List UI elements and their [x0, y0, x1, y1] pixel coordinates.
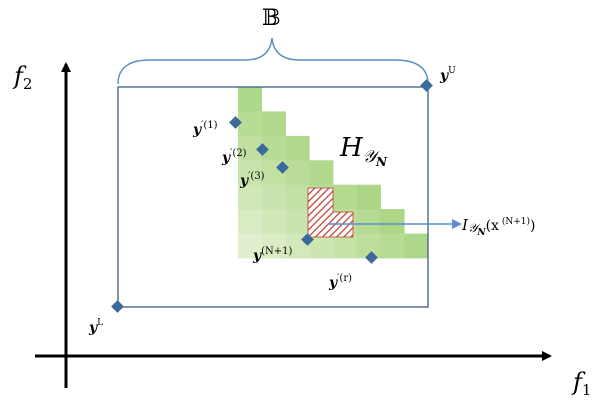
marker-p1 — [229, 116, 242, 129]
bounding-box — [117, 86, 429, 308]
improvement-label: I𝒴N(x (N+1)) — [461, 216, 535, 238]
region-cell — [309, 160, 334, 186]
label-upper: yU — [439, 66, 456, 84]
label-p3: y′(3) — [239, 171, 265, 189]
marker-upper — [420, 79, 433, 92]
marker-pr — [365, 251, 378, 264]
region-cell — [261, 111, 286, 137]
region-cell — [261, 233, 286, 259]
brace — [117, 37, 429, 85]
region-cell — [238, 111, 263, 137]
y-axis-label: f2 — [12, 62, 32, 93]
point-markers — [111, 79, 433, 313]
region-cell — [309, 233, 334, 259]
region-cell — [333, 233, 358, 259]
marker-pn1 — [301, 233, 314, 246]
region-cell — [356, 209, 381, 234]
region-cell — [285, 209, 310, 234]
region-cell — [238, 184, 263, 210]
x-axis-label: f1 — [571, 368, 591, 399]
region-cell — [285, 135, 310, 161]
marker-p3 — [276, 161, 289, 174]
region-cell — [356, 184, 381, 210]
label-pn1: y(N+1) — [252, 246, 293, 264]
label-pr: y′(r) — [328, 273, 352, 291]
region-cell — [238, 233, 263, 259]
region-cell — [333, 184, 358, 210]
marker-lower — [111, 300, 124, 313]
label-p1: y′(1) — [192, 120, 218, 138]
brace-label: 𝔹 — [262, 6, 281, 31]
label-p2: y′(2) — [221, 148, 247, 166]
region-cell — [285, 184, 310, 210]
region-cell — [238, 209, 263, 234]
region-cell — [380, 209, 405, 234]
region-label: H𝒴N — [339, 133, 388, 169]
region-cell — [238, 160, 263, 186]
marker-p2 — [256, 143, 269, 156]
region-cell — [261, 184, 286, 210]
region-cell — [285, 160, 310, 186]
region-cell — [261, 209, 286, 234]
region-cell — [404, 233, 429, 259]
label-lower: yL — [88, 318, 103, 336]
region-cell — [238, 87, 263, 112]
region-cell — [380, 233, 405, 259]
